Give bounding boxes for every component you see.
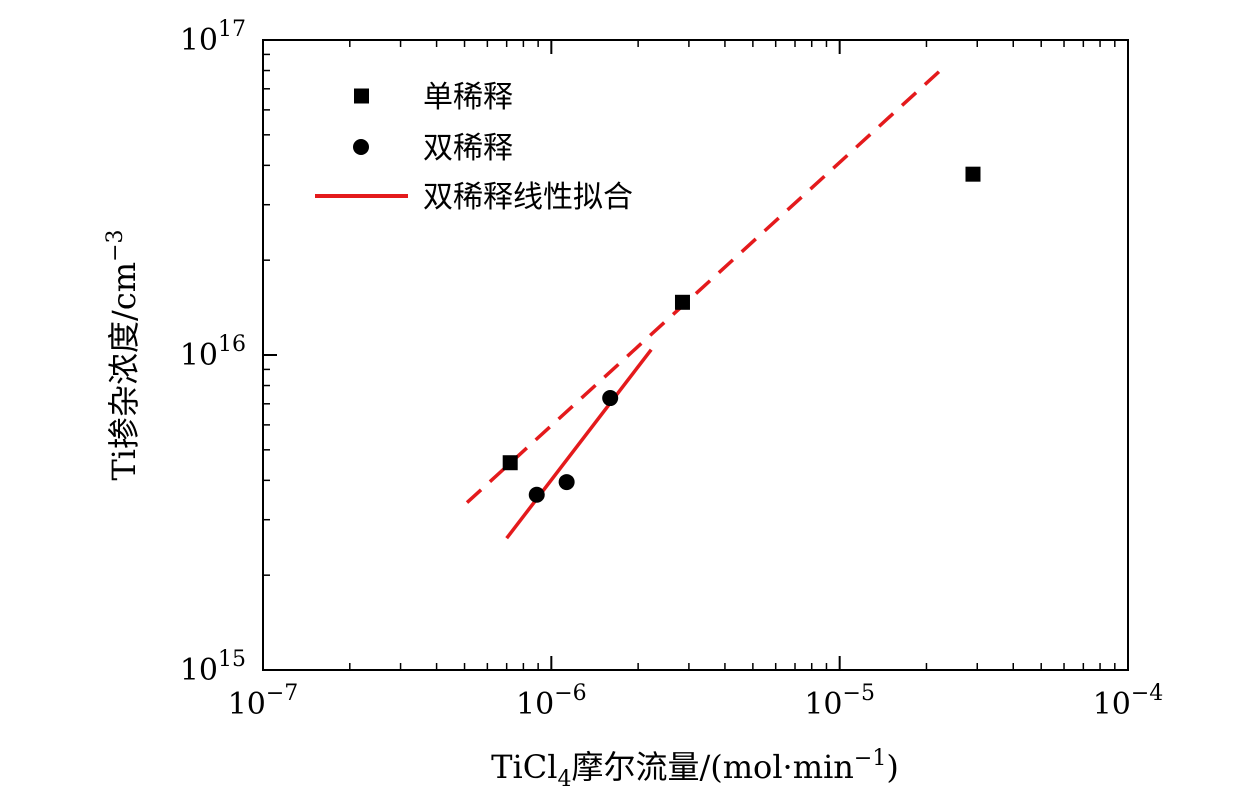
y-tick-label: 1016 [180,332,246,373]
y-axis-title: Ti掺杂浓度/cm−3 [103,229,143,480]
square-point [965,166,981,182]
y-tick-labels: 1015 1016 1017 [180,17,246,688]
legend-label: 双稀释线性拟合 [423,180,633,215]
legend-circle-marker [353,139,369,155]
x-axis-title: TiCl4摩尔流量/(mol·min−1) [491,746,899,792]
legend-label: 双稀释 [423,131,513,166]
fit-lines [465,68,943,540]
x-tick-label: 10−5 [804,681,875,722]
plot-frame [262,39,1129,671]
square-point [674,294,690,310]
circle-point [602,390,619,407]
x-tick-label: 10−7 [228,681,299,722]
major-ticks [262,39,1129,671]
y-tick-label: 1015 [180,647,246,688]
dashed-fit-line [465,68,943,504]
x-tick-label: 10−6 [516,681,587,722]
x-tick-labels: 10−7 10−6 10−5 10−4 [228,681,1164,722]
x-tick-label: 10−4 [1093,681,1164,722]
y-tick-label: 1017 [180,17,246,58]
legend-square-marker [354,88,369,104]
minor-ticks [263,40,1116,670]
legend-label: 单稀释 [423,80,513,115]
circle-point [528,486,545,503]
data-points [502,166,981,503]
solid-fit-line [505,348,653,540]
circle-point [558,474,575,491]
square-point [502,455,518,471]
